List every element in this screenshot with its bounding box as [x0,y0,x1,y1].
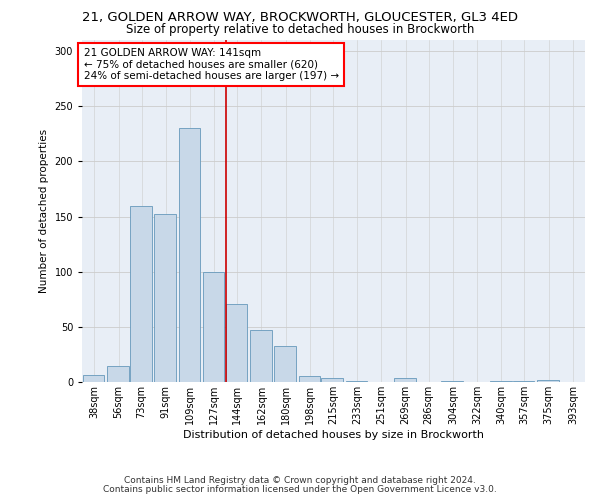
Bar [107,366,129,382]
Text: 21 GOLDEN ARROW WAY: 141sqm
← 75% of detached houses are smaller (620)
24% of se: 21 GOLDEN ARROW WAY: 141sqm ← 75% of det… [83,48,338,81]
Bar [513,381,535,382]
Bar [179,128,200,382]
Y-axis label: Number of detached properties: Number of detached properties [39,129,49,293]
Text: Size of property relative to detached houses in Brockworth: Size of property relative to detached ho… [126,22,474,36]
Bar [346,381,367,382]
Bar [299,376,320,382]
Bar [203,272,224,382]
Bar [226,304,247,382]
Bar [130,206,152,382]
Bar [394,378,416,382]
Text: 21, GOLDEN ARROW WAY, BROCKWORTH, GLOUCESTER, GL3 4ED: 21, GOLDEN ARROW WAY, BROCKWORTH, GLOUCE… [82,11,518,24]
Text: Contains HM Land Registry data © Crown copyright and database right 2024.: Contains HM Land Registry data © Crown c… [124,476,476,485]
Bar [154,214,176,382]
Text: Contains public sector information licensed under the Open Government Licence v3: Contains public sector information licen… [103,484,497,494]
Bar [274,346,296,383]
X-axis label: Distribution of detached houses by size in Brockworth: Distribution of detached houses by size … [183,430,484,440]
Bar [537,380,559,382]
Bar [322,378,343,382]
Bar [250,330,272,382]
Bar [490,381,512,382]
Bar [83,374,104,382]
Bar [442,381,463,382]
